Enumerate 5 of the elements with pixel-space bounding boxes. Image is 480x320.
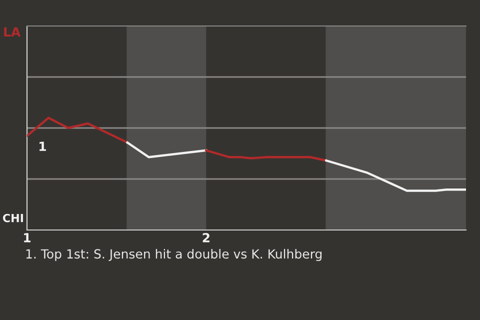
x-tick-label: 2 [202,233,210,242]
annotation: 1 [40,142,46,151]
text: LA [4,27,21,36]
text: CHI [2,214,23,222]
text: 1. Top 1st: S. Jensen hit a double vs K. Kulhberg [26,248,322,262]
